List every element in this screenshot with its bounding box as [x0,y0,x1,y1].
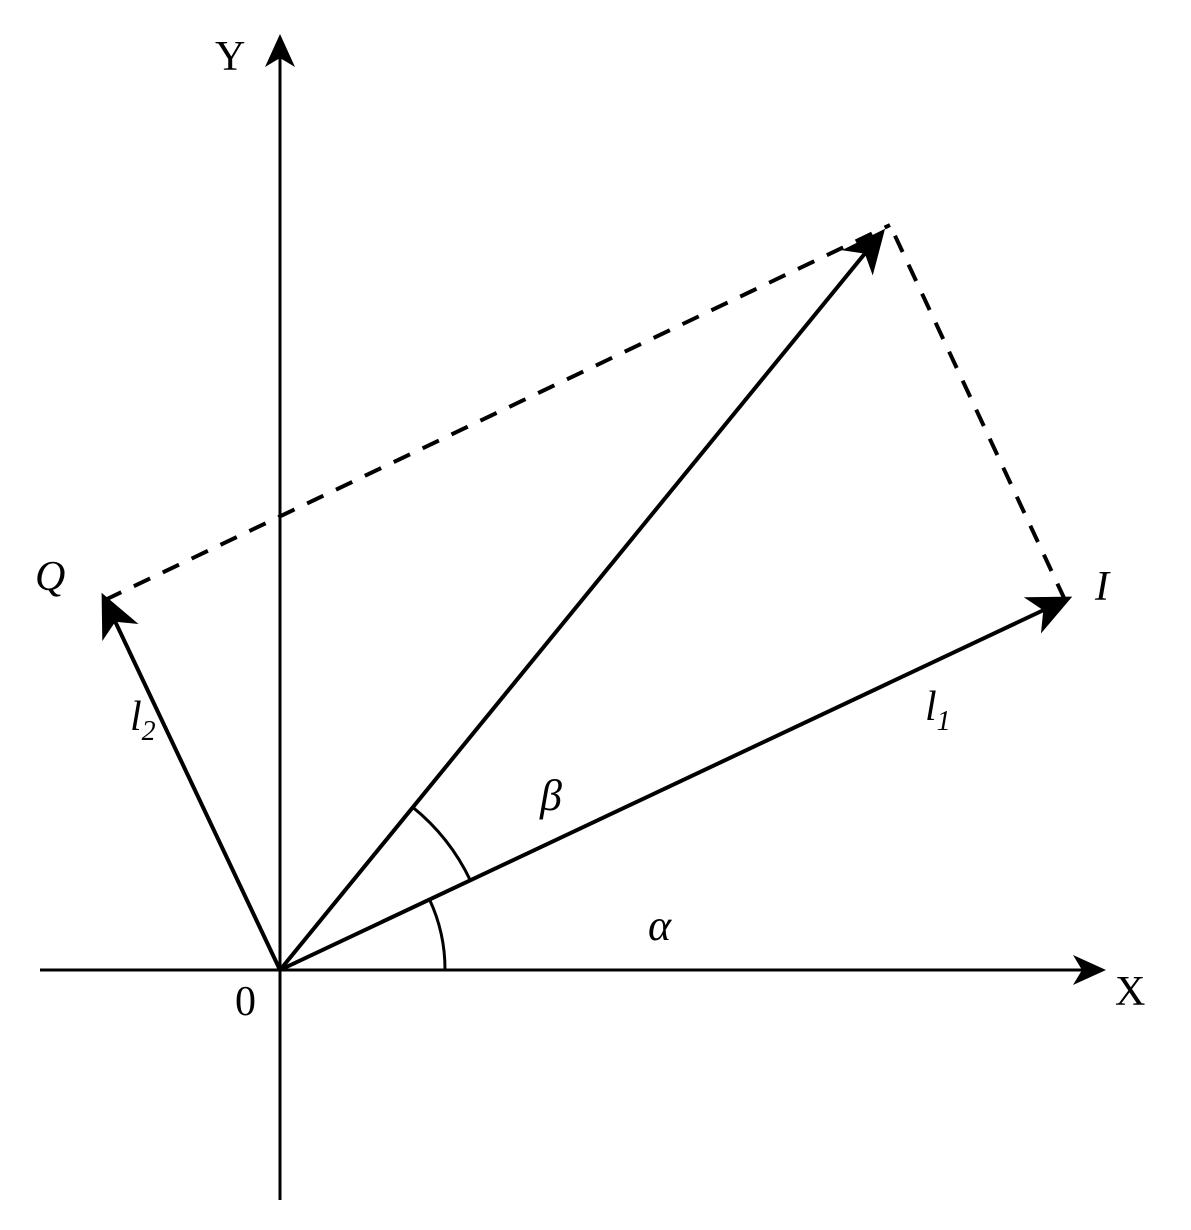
vector-diagram: X Y 0 I Q l1 l2 α β [0,0,1191,1230]
parallelogram-right [890,225,1065,600]
vector-q [105,600,280,970]
angle-alpha-label: α [648,901,672,950]
length-l1-label: l1 [925,684,951,737]
vector-q-label: Q [35,554,65,600]
y-axis-label: Y [215,34,245,80]
origin-label: 0 [235,979,256,1025]
angle-alpha-arc [430,900,446,971]
vector-resultant [280,235,880,970]
angle-beta-label: β [539,771,562,820]
vector-i-label: I [1094,564,1111,610]
x-axis-label: X [1115,969,1145,1015]
angle-beta-arc [412,807,470,881]
parallelogram-top [105,225,890,600]
vector-i [280,600,1065,970]
